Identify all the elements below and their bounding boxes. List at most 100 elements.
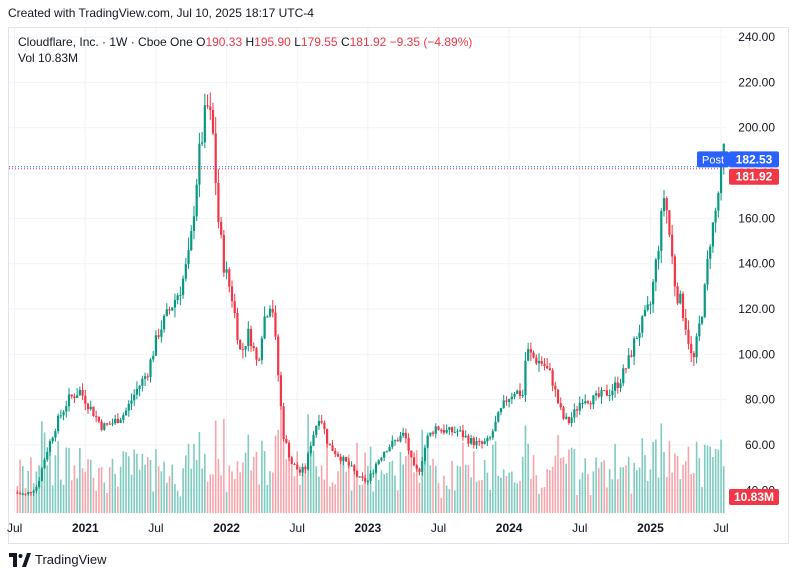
- legend-change-value: −9.35 (−4.89%): [389, 35, 473, 49]
- candle-body: [252, 346, 255, 349]
- candle-body: [453, 432, 456, 434]
- volume-bar: [597, 467, 600, 513]
- volume-bar: [92, 477, 95, 513]
- candle-body: [374, 464, 378, 473]
- candle-body: [105, 423, 109, 425]
- candle-body: [263, 316, 266, 339]
- candle-body: [334, 450, 337, 455]
- candle-body: [429, 432, 432, 436]
- volume-bar: [76, 478, 78, 513]
- post-label-text: Post: [702, 154, 724, 166]
- candle-body: [89, 406, 92, 410]
- candle-body: [613, 382, 617, 391]
- candle-body: [624, 368, 628, 370]
- volume-bar: [698, 458, 701, 513]
- candle-body: [230, 286, 234, 302]
- volume-bar: [386, 473, 388, 513]
- candle-body: [306, 453, 310, 470]
- volume-bar: [79, 447, 81, 513]
- volume-bar: [60, 479, 62, 513]
- volume-bar: [62, 484, 65, 513]
- candle-body: [421, 461, 424, 472]
- volume-bar: [701, 487, 703, 513]
- candle-body: [415, 465, 418, 469]
- candle-body: [475, 441, 478, 446]
- volume-bar: [668, 440, 671, 513]
- volume-bar: [204, 453, 206, 513]
- volume-bar: [206, 481, 209, 513]
- volume-bar: [119, 466, 122, 513]
- candle-body: [369, 473, 372, 481]
- volume-bar: [595, 457, 597, 513]
- legend-open-value: 190.33: [205, 35, 243, 49]
- volume-bar: [274, 435, 277, 513]
- candle-body: [562, 407, 565, 419]
- candle-body: [407, 438, 410, 451]
- volume-bar: [625, 465, 627, 513]
- volume-bar: [418, 482, 421, 513]
- volume-bar: [646, 481, 649, 513]
- candle-body: [184, 264, 187, 279]
- volume-bar: [65, 447, 68, 513]
- candle-body: [434, 426, 437, 434]
- candle-body: [714, 210, 717, 223]
- volume-bar: [524, 425, 527, 513]
- candle-body: [228, 269, 231, 287]
- candle-body: [301, 467, 304, 473]
- volume-bar: [187, 443, 190, 513]
- candle-body: [385, 451, 388, 453]
- candle-body: [296, 464, 299, 470]
- volume-bar: [163, 461, 165, 513]
- tradingview-footer[interactable]: TradingView: [9, 552, 107, 567]
- candle-body: [706, 258, 709, 285]
- price-axis[interactable]: 40.0060.0080.00100.00120.00140.00160.001…: [738, 30, 775, 497]
- time-axis-label: 2022: [213, 521, 240, 535]
- candle-body: [309, 445, 312, 454]
- candle-body: [304, 467, 307, 470]
- candle-body: [325, 429, 329, 444]
- legend-low-label: L: [294, 35, 301, 49]
- volume-bar: [198, 432, 201, 513]
- candle-body: [556, 389, 560, 404]
- candle-body: [108, 423, 111, 425]
- candle-body: [486, 437, 489, 442]
- volume-bar: [573, 449, 576, 513]
- volume-bar: [331, 482, 334, 513]
- candle-body: [366, 480, 369, 482]
- candle-body: [209, 106, 212, 110]
- candle-body: [214, 133, 217, 183]
- volume-bar: [448, 489, 451, 513]
- candle-body: [703, 284, 706, 318]
- volume-legend-value: 10.83M: [38, 51, 79, 65]
- volume-bar: [138, 469, 141, 513]
- price-axis-label: 80.00: [745, 393, 775, 407]
- volume-bar: [244, 452, 247, 513]
- volume-bar: [81, 468, 84, 513]
- candle-body: [32, 490, 35, 493]
- candle-body: [211, 109, 215, 134]
- candle-body: [206, 105, 209, 107]
- chart-frame[interactable]: [8, 27, 789, 544]
- candle-body: [635, 338, 638, 340]
- volume-bar: [665, 477, 668, 513]
- volume-bar: [312, 450, 315, 513]
- volume-bar: [98, 467, 100, 513]
- candle-body: [217, 182, 220, 223]
- candle-body: [92, 406, 95, 417]
- candle-body: [290, 457, 293, 465]
- volume-bar: [30, 457, 32, 513]
- volume-bar: [388, 462, 391, 513]
- candle-body: [643, 309, 647, 317]
- candle-body: [192, 216, 196, 232]
- candle-body: [537, 361, 541, 364]
- candle-body: [695, 336, 698, 358]
- volume-bar: [453, 490, 456, 513]
- volume-legend: Vol 10.83M: [18, 51, 78, 65]
- volume-bar: [258, 484, 260, 513]
- candle-body: [404, 432, 407, 439]
- time-axis[interactable]: Jul 2021 Jul 2022 Jul 2023 Jul 2024 Jul 2025 Jul: [7, 521, 729, 535]
- volume-bar: [84, 471, 87, 513]
- volume-bar: [266, 485, 269, 513]
- candle-body: [535, 357, 538, 364]
